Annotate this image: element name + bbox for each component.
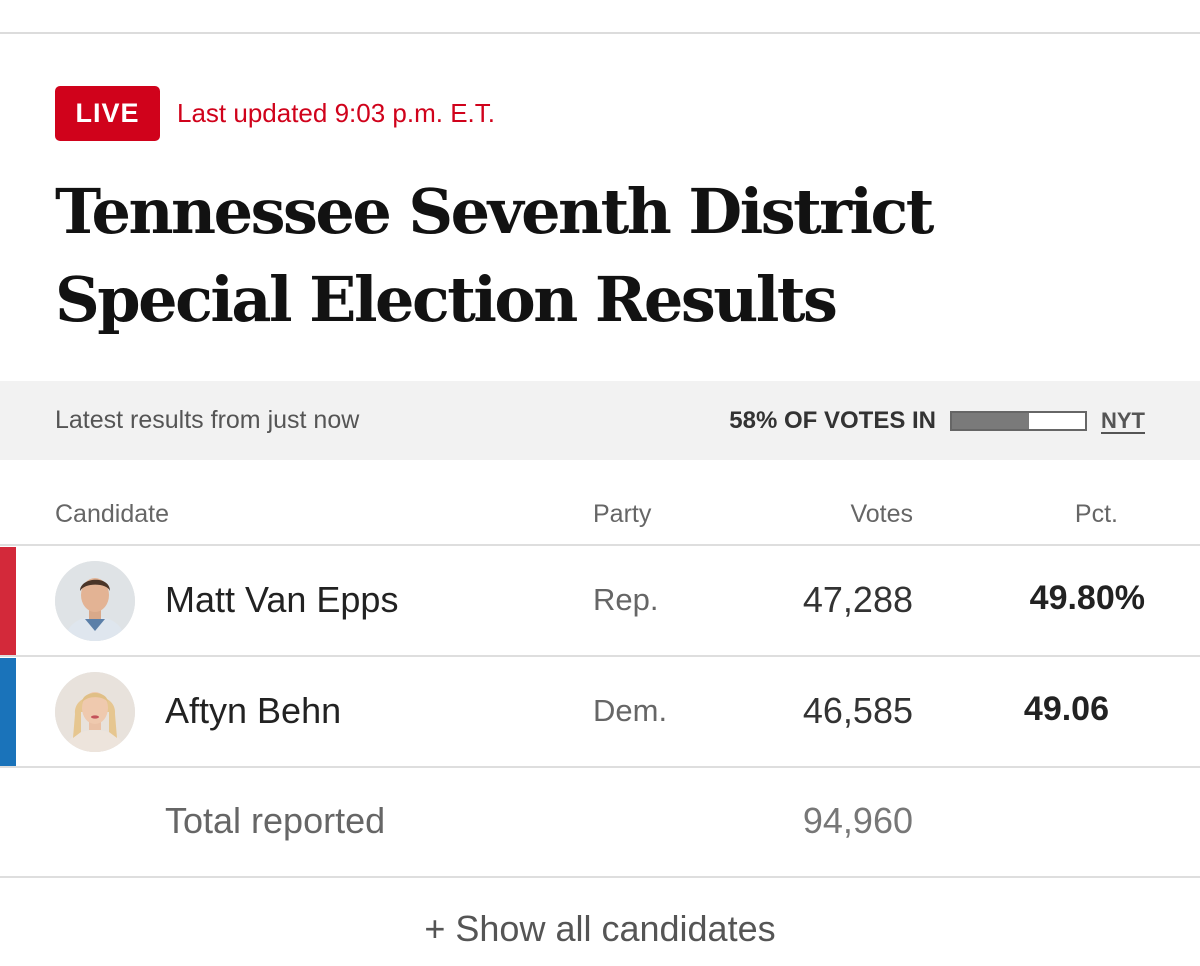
live-badge: LIVE [55,86,160,141]
candidate-name: Aftyn Behn [165,690,342,731]
table-row-total: Total reported 94,960 [0,768,1200,876]
results-table-header: Candidate Party Votes Pct. [0,490,1200,542]
table-row-candidate-2: Aftyn Behn Dem. 46,585 49.06 [0,658,1200,766]
show-all-candidates-button[interactable]: + Show all candidates [424,908,776,949]
row-divider [0,766,1200,768]
column-header-votes[interactable]: Votes [850,500,913,528]
column-header-pct[interactable]: Pct. [1074,500,1118,528]
results-status-bar: Latest results from just now 58% OF VOTE… [0,381,1200,460]
total-reported-label: Total reported [165,800,386,841]
last-updated-text: Last updated 9:03 p.m. E.T. [177,98,495,128]
candidate-votes: 46,585 [802,690,913,731]
row-divider [0,876,1200,878]
column-header-party[interactable]: Party [593,500,652,528]
row-divider [0,544,1200,546]
votes-in-label: 58% OF VOTES IN [729,406,936,434]
candidate-pct: 49.80% [1029,579,1145,617]
reporting-status: 58% OF VOTES IN NYT [729,381,1145,460]
candidate-votes: 47,288 [802,579,913,620]
top-divider [0,32,1200,34]
latest-results-text: Latest results from just now [55,406,360,434]
candidate-name: Matt Van Epps [165,579,399,620]
candidate-pct: 49.06 [1023,690,1109,728]
republican-party-bar [0,547,16,655]
democrat-party-bar [0,658,16,766]
candidate-party: Rep. [593,582,659,617]
candidate-avatar [55,561,135,641]
total-reported-votes: 94,960 [802,800,913,841]
votes-in-progress-bar [950,410,1087,431]
live-status-row: LIVE Last updated 9:03 p.m. E.T. [55,86,495,141]
column-header-candidate[interactable]: Candidate [55,500,169,528]
row-divider [0,655,1200,657]
candidate-avatar [55,672,135,752]
page-title: Tennessee Seventh District Special Elect… [55,175,934,336]
nyt-source-link[interactable]: NYT [1101,407,1145,433]
votes-in-progress-fill [952,412,1030,429]
candidate-party: Dem. [593,693,668,728]
table-row-candidate-1: Matt Van Epps Rep. 47,288 49.80% [0,547,1200,655]
